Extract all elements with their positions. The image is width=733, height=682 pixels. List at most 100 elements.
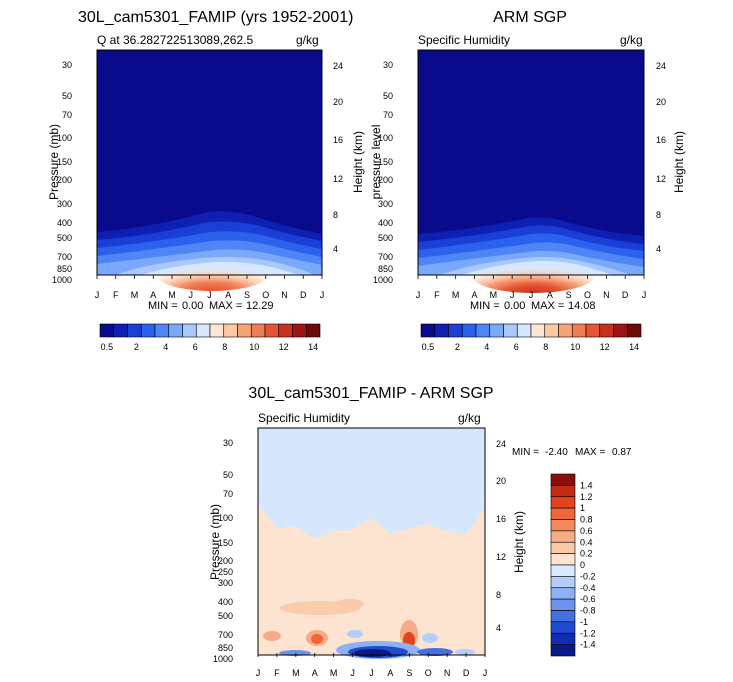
colorbar-swatch [305,323,321,338]
height-8: 8 [333,210,338,220]
height-16: 16 [496,514,506,524]
colorbar-swatch [168,323,183,338]
colorbar-label: 0.5 [101,342,114,352]
colorbar-diff: 1.41.210.80.60.40.20-0.2-0.4-0.6-0.8-1-1… [550,473,596,657]
colorbar-diff-label: 0.2 [580,549,593,559]
month-tick-label: S [566,290,572,300]
month-tick-label: M [131,290,139,300]
tick-50: 50 [62,91,72,101]
panel-model-subtitle: Q at 36.282722513089,262.5 [97,33,253,47]
tick-50: 50 [223,470,233,480]
tick-250: 250 [218,567,233,577]
tick-500: 500 [378,233,393,243]
colorbar-diff-swatch [550,576,576,589]
colorbar-swatch [223,323,238,338]
colorbar-swatch [489,323,504,338]
colorbar-diff-swatch [550,621,576,634]
tick-200: 200 [378,175,393,185]
panel-model-max: 12.29 [246,300,274,312]
panel-model-ylabel-right: Height (km) [351,131,365,193]
colorbar-diff-label: 1.2 [580,492,593,502]
panel-diff-units: g/kg [458,411,481,425]
month-tick-label: F [434,290,440,300]
month-tick-label: O [425,668,432,678]
tick-150: 150 [57,157,72,167]
colorbar-diff-swatch [550,519,576,532]
colorbar-swatch [571,323,587,338]
colorbar-diff-label: 1 [580,503,585,513]
panel-obs-max-label: MAX = [531,300,564,312]
month-tick-label: N [444,668,451,678]
colorbar-swatch [475,323,491,338]
tick-100: 100 [218,513,233,523]
colorbar-swatch [264,323,280,338]
diff-blob-neg-5 [354,649,390,657]
colorbar-diff-label: -0.8 [580,606,596,616]
panel-obs-title: ARM SGP [493,9,567,26]
tick-300: 300 [218,578,233,588]
colorbar-label: 2 [455,342,460,352]
colorbar-diff-swatch [550,485,576,498]
height-24: 24 [333,61,343,71]
month-tick-label: A [150,290,156,300]
tick-1000: 1000 [373,275,393,285]
tick-500: 500 [218,611,233,621]
colorbar-diff-label: 0.6 [580,526,593,536]
tick-70: 70 [383,110,393,120]
colorbar-swatch [434,323,449,338]
tick-100: 100 [378,133,393,143]
panel-model-ylabel: Pressure (mb) [47,124,61,200]
colorbar-diff-swatch [550,644,576,657]
month-tick-label: D [622,290,629,300]
colorbar-label: 14 [308,342,318,352]
month-tick-label: A [471,290,477,300]
colorbar-diff-swatch [550,632,576,645]
month-tick-label: A [225,290,231,300]
height-12: 12 [496,552,506,562]
colorbar-label: 8 [222,342,227,352]
month-tick-label: A [387,668,393,678]
tick-1000: 1000 [52,275,72,285]
tick-1000: 1000 [213,654,233,664]
month-tick-label: J [189,290,194,300]
diff-blob-neg-8 [455,649,475,655]
panel-diff-max-label: MAX = [575,447,605,458]
tick-150: 150 [218,538,233,548]
month-tick-label: J [320,290,325,300]
tick-500: 500 [57,233,72,243]
height-4: 4 [333,244,338,254]
panel-obs-units: g/kg [620,33,643,47]
month-tick-label: J [416,290,421,300]
tick-200: 200 [57,175,72,185]
panel-diff-max: 0.87 [612,447,632,458]
panel-diff-right-axis: 4 8 12 16 20 24 [496,439,506,633]
tick-700: 700 [218,630,233,640]
panel-diff-title: 30L_cam5301_FAMIP - ARM SGP [248,385,493,402]
colorbar-diff-label: 1.4 [580,480,593,490]
colorbar-diff-label: 0.4 [580,537,593,547]
colorbar-label: 14 [629,342,639,352]
colorbar-swatch [113,323,128,338]
colorbar-swatch [127,323,142,338]
height-20: 20 [656,97,666,107]
colorbar-label: 12 [600,342,610,352]
tick-100: 100 [57,133,72,143]
panel-model: 30L_cam5301_FAMIP (yrs 1952-2001) Q at 3… [47,9,365,312]
colorbar-diff-label: -0.6 [580,594,596,604]
diff-blob-neg-7 [417,648,453,656]
colorbar-swatch [626,323,642,338]
diff-blob-pos-5 [311,634,323,644]
tick-200: 200 [218,556,233,566]
colorbar-diff-swatch [550,564,576,577]
tick-30: 30 [383,60,393,70]
colorbar-diff-label: -0.4 [580,583,596,593]
colorbar-swatch [140,323,156,338]
panel-diff-min-label: MIN = [512,447,539,458]
colorbar-obs: 0.5 2 4 6 8 10 12 14 [420,323,642,352]
colorbar-swatch [544,323,559,338]
panel-obs-subtitle: Specific Humidity [418,33,510,47]
tick-700: 700 [378,252,393,262]
colorbar-swatch [613,323,628,338]
colorbar-swatch [292,323,307,338]
